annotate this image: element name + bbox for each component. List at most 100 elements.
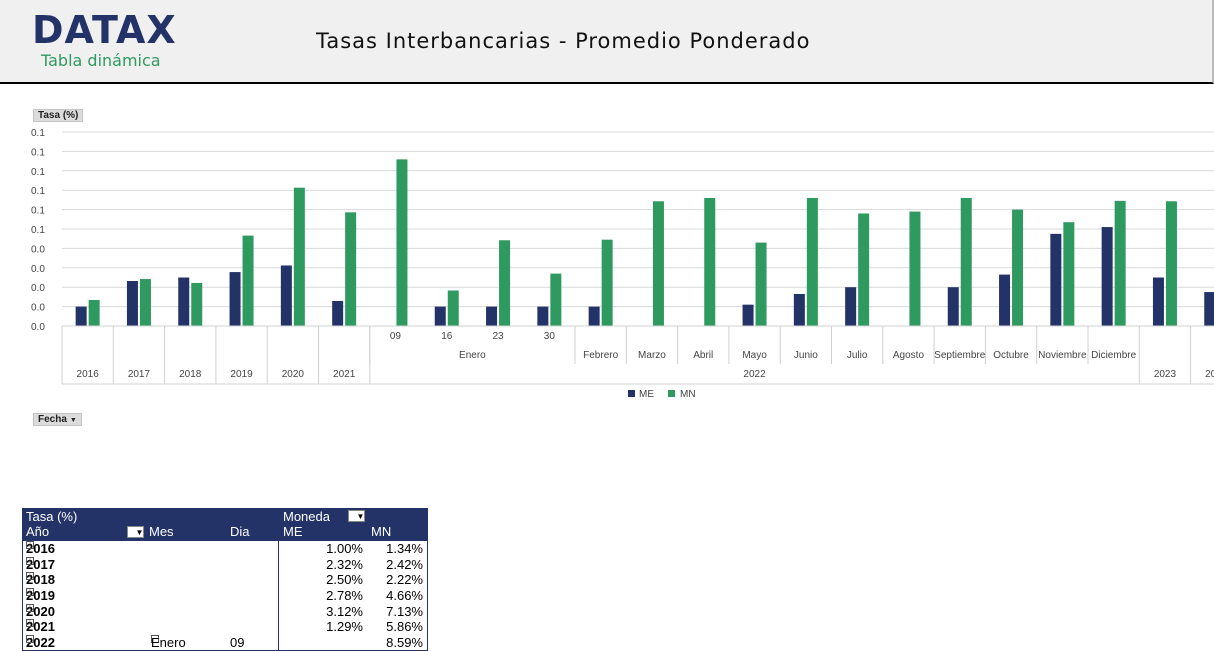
y-tick-label: 0.1 — [31, 186, 45, 197]
pivot-year-cell[interactable]: +2018 — [26, 572, 55, 588]
bar-me — [588, 306, 600, 326]
pivot-me-value: 3.12% — [326, 603, 363, 619]
bar-me — [434, 306, 446, 326]
pivot-me-value: 1.00% — [326, 541, 363, 556]
pivot-year-cell[interactable]: +2020 — [26, 602, 55, 620]
bar-me — [793, 293, 805, 326]
expand-icon[interactable]: + — [26, 555, 34, 565]
x-month-label: Junio — [794, 350, 818, 361]
bar-mn — [909, 211, 921, 326]
table-row: +2020 3.12% 7.13% — [23, 602, 427, 620]
chevron-down-icon: ▼ — [356, 512, 365, 521]
bar-me — [845, 287, 857, 326]
moneda-filter-dropdown[interactable]: ▼ — [348, 510, 365, 522]
pivot-day-cell: 09 — [230, 635, 245, 651]
logo-subtitle: Tabla dinámica — [41, 51, 161, 70]
expand-icon[interactable]: + — [26, 571, 34, 581]
x-day-label: 30 — [544, 331, 556, 342]
collapse-icon[interactable]: − — [26, 634, 34, 644]
table-row: +2019 2.78% 4.66% — [23, 588, 427, 604]
x-day-label: 23 — [492, 331, 504, 342]
x-year-label: 2017 — [128, 369, 151, 380]
y-tick-label: 0.0 — [31, 264, 45, 275]
x-year-label: 2024 — [1205, 369, 1214, 380]
y-tick-label: 0.1 — [31, 206, 45, 217]
pivot-table: Tasa (%) Moneda ▼ Año ▼ Mes Dia ME MN +2… — [22, 508, 428, 651]
date-field-button[interactable]: Fecha ▼ — [33, 413, 82, 426]
y-tick-label: 0.0 — [31, 322, 45, 333]
x-month-label: Julio — [847, 350, 868, 361]
bar-me — [537, 306, 549, 326]
bar-mn — [1114, 200, 1126, 326]
bar-mn — [191, 282, 203, 326]
pivot-mn-value: 5.86% — [386, 619, 423, 635]
bar-me — [486, 306, 498, 326]
pivot-body: +2016 1.00% 1.34% +2017 2.32% 2.42% +2018 2.50%… — [23, 541, 427, 651]
table-row: +2021 1.29% 5.86% — [23, 619, 427, 635]
pivot-year-cell[interactable]: −2022 — [26, 634, 55, 650]
table-row: +2016 1.00% 1.34% — [23, 541, 427, 557]
bar-mn — [806, 197, 818, 326]
bar-mn — [960, 197, 972, 326]
pivot-row-field-day: Dia — [230, 524, 250, 539]
pivot-mn-value: 2.42% — [386, 556, 423, 572]
x-year-label: 2016 — [77, 369, 100, 380]
legend-swatch-mn — [668, 390, 675, 397]
pivot-year-cell[interactable]: +2017 — [26, 555, 55, 573]
bar-me — [1050, 233, 1062, 326]
bar-mn — [293, 187, 305, 326]
pivot-col-item-mn: MN — [371, 524, 392, 539]
pivot-chart: 0.0 0.0 0.0 0.0 0.0 0.1 0.1 0.1 0.1 0.1 0.1 09 16 23 3… — [31, 128, 1214, 400]
expand-icon[interactable]: + — [26, 587, 34, 597]
pivot-row-field-year: Año — [26, 524, 50, 539]
datax-logo: DATAX — [32, 8, 177, 52]
expand-icon[interactable]: + — [26, 618, 34, 628]
expand-icon[interactable]: + — [26, 602, 34, 612]
bar-mn — [652, 201, 664, 326]
bar-mn — [396, 159, 408, 326]
expand-icon[interactable]: + — [26, 540, 34, 549]
x-month-label: Mayo — [742, 350, 767, 361]
bar-mn — [601, 239, 613, 326]
pivot-me-value: 2.32% — [326, 556, 363, 572]
pivot-year-cell[interactable]: +2016 — [26, 541, 55, 557]
x-month-label: Marzo — [638, 350, 666, 361]
y-tick-label: 0.1 — [31, 167, 45, 178]
x-month-label: Abril — [693, 350, 713, 361]
pivot-header: Tasa (%) Moneda ▼ Año ▼ Mes Dia ME MN — [23, 509, 427, 541]
y-tick-label: 0.0 — [31, 283, 45, 294]
bar-me — [280, 265, 292, 326]
app-header: DATAX Tabla dinámica Tasas Interbancaria… — [0, 0, 1214, 84]
bar-mn — [858, 213, 870, 326]
bar-me — [1204, 292, 1214, 326]
collapse-icon[interactable]: − — [151, 634, 159, 644]
pivot-year-cell[interactable]: +2019 — [26, 588, 55, 604]
bar-mn — [1063, 222, 1075, 326]
y-tick-label: 0.0 — [31, 244, 45, 255]
value-field-button[interactable]: Tasa (%) — [33, 109, 84, 122]
x-month-label: Noviembre — [1038, 350, 1087, 361]
bar-mn — [447, 290, 459, 326]
bar-mn — [704, 197, 716, 326]
legend-label-me: ME — [639, 389, 654, 400]
x-year-label: 2020 — [282, 369, 305, 380]
bar-me — [332, 300, 344, 326]
bar-me — [1101, 227, 1113, 326]
pivot-year-cell[interactable]: +2021 — [26, 619, 55, 635]
bar-mn — [88, 300, 100, 326]
bar-mn — [139, 279, 151, 326]
pivot-col-item-me: ME — [283, 524, 303, 539]
bar-mn — [1012, 209, 1024, 326]
bar-me — [75, 306, 87, 326]
chevron-down-icon: ▼ — [69, 417, 77, 424]
pivot-column-field: Moneda — [283, 509, 330, 524]
x-month-label: Febrero — [583, 350, 618, 361]
pivot-row-field-month: Mes — [149, 524, 174, 539]
y-tick-label: 0.1 — [31, 147, 45, 158]
bar-mn — [242, 235, 254, 326]
pivot-me-value: 1.29% — [326, 619, 363, 635]
date-field-label: Fecha — [38, 414, 67, 425]
year-filter-dropdown[interactable]: ▼ — [127, 526, 144, 538]
x-day-label: 16 — [441, 331, 453, 342]
x-day-label: 09 — [390, 331, 402, 342]
